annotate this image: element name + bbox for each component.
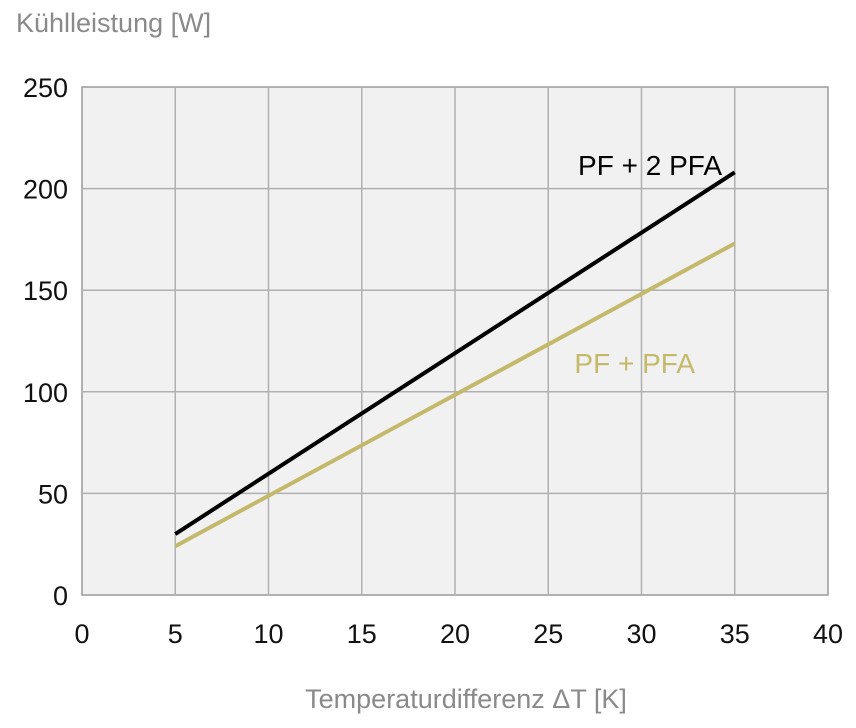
y-tick-label: 100 — [23, 378, 68, 408]
y-tick-label: 150 — [23, 276, 68, 306]
x-tick-label: 10 — [253, 619, 283, 649]
x-tick-label: 5 — [168, 619, 183, 649]
x-tick-label: 20 — [440, 619, 470, 649]
x-tick-label: 30 — [626, 619, 656, 649]
y-axis-label: Kühlleistung [W] — [16, 8, 211, 38]
y-tick-label: 50 — [38, 479, 68, 509]
series-label: PF + PFA — [574, 348, 695, 379]
x-tick-label: 15 — [347, 619, 377, 649]
x-axis-label: Temperaturdifferenz ΔT [K] — [305, 684, 627, 714]
x-tick-label: 40 — [813, 619, 843, 649]
x-tick-label: 35 — [720, 619, 750, 649]
x-tick-label: 0 — [74, 619, 89, 649]
series-label: PF + 2 PFA — [578, 150, 722, 181]
x-tick-label: 25 — [533, 619, 563, 649]
y-tick-label: 0 — [53, 581, 68, 611]
series-line — [174, 170, 736, 536]
y-tick-label: 250 — [23, 73, 68, 103]
y-tick-label: 200 — [23, 175, 68, 205]
series-line — [174, 241, 736, 548]
